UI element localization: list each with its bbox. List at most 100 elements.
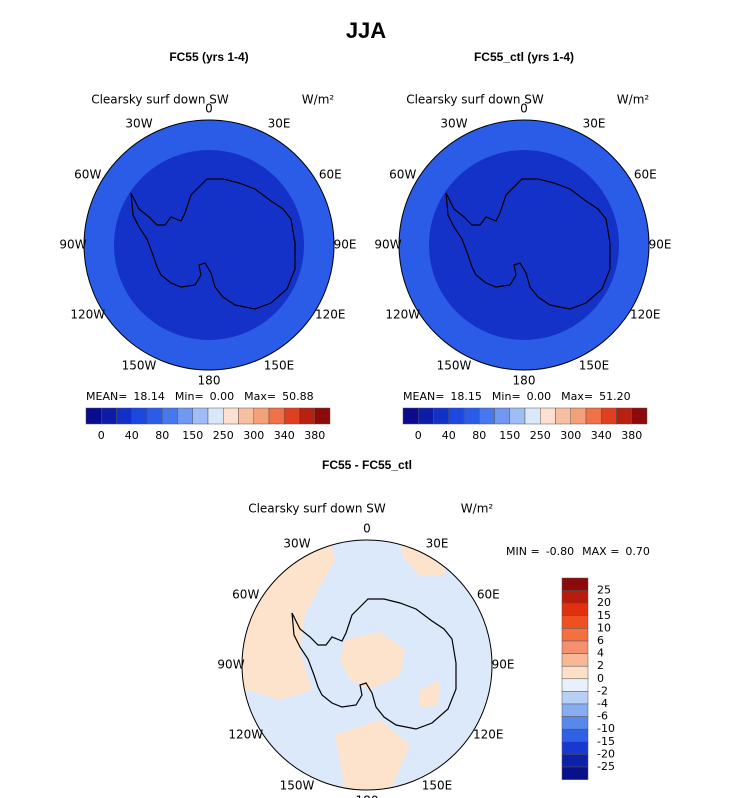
colorbar-label: 6 bbox=[597, 634, 604, 647]
longitude-label: 120W bbox=[228, 728, 263, 742]
colorbar-box bbox=[561, 766, 589, 780]
colorbar-label: -25 bbox=[597, 760, 615, 773]
longitude-label: 150E bbox=[579, 359, 610, 373]
longitude-label: 60E bbox=[477, 588, 500, 602]
colorbar-box bbox=[433, 407, 449, 425]
colorbar-label: 40 bbox=[442, 429, 456, 442]
longitude-label: 90W bbox=[217, 658, 244, 672]
colorbar-box bbox=[561, 590, 589, 604]
colorbar-box bbox=[448, 407, 465, 425]
colorbar-label: 0 bbox=[415, 429, 422, 442]
colorbar-label: -4 bbox=[597, 697, 608, 710]
colorbar-box bbox=[601, 407, 617, 425]
stat-value: 18.14 bbox=[133, 390, 165, 403]
colorbar-label: 4 bbox=[597, 647, 604, 660]
colorbar-box bbox=[561, 640, 589, 654]
stat-value: 0.00 bbox=[210, 390, 235, 403]
colorbar-box bbox=[631, 407, 648, 425]
colorbar-box bbox=[207, 407, 224, 425]
stat-value: 51.20 bbox=[599, 390, 631, 403]
panel-title: FC55_ctl (yrs 1-4) bbox=[474, 50, 574, 64]
colorbar-box bbox=[101, 407, 117, 425]
longitude-label: 120E bbox=[315, 308, 346, 322]
colorbar-box bbox=[561, 678, 589, 692]
colorbar-label: 80 bbox=[155, 429, 169, 442]
colorbar-box bbox=[192, 407, 209, 425]
longitude-label: 0 bbox=[363, 522, 371, 536]
longitude-label: 30E bbox=[426, 536, 449, 550]
longitude-label: 0 bbox=[205, 102, 213, 116]
colorbar-box bbox=[561, 754, 589, 768]
colorbar-box bbox=[494, 407, 510, 425]
longitude-label: 90E bbox=[649, 238, 672, 252]
stat-label: MIN = bbox=[506, 545, 540, 558]
colorbar-box bbox=[570, 407, 587, 425]
stat-value: 0.00 bbox=[527, 390, 552, 403]
longitude-label: 60W bbox=[389, 168, 416, 182]
panel-title: FC55 - FC55_ctl bbox=[322, 458, 412, 472]
longitude-label: 150W bbox=[122, 359, 157, 373]
units: W/m² bbox=[617, 93, 650, 107]
longitude-label: 30W bbox=[440, 116, 467, 130]
longitude-label: 90E bbox=[492, 658, 515, 672]
colorbar-box bbox=[524, 407, 541, 425]
colorbar-box bbox=[561, 741, 589, 755]
colorbar-box bbox=[284, 407, 300, 425]
longitude-label: 90W bbox=[59, 238, 86, 252]
panel-title: FC55 (yrs 1-4) bbox=[169, 50, 248, 64]
colorbar-label: -2 bbox=[597, 684, 608, 697]
colorbar-box bbox=[561, 716, 589, 730]
colorbar-label: 150 bbox=[182, 429, 203, 442]
colorbar-label: 20 bbox=[597, 596, 611, 609]
colorbar-box bbox=[555, 407, 571, 425]
colorbar-label: 300 bbox=[560, 429, 581, 442]
colorbar-box bbox=[223, 407, 239, 425]
colorbar-box bbox=[238, 407, 254, 425]
longitude-label: 180 bbox=[356, 794, 379, 798]
stats: MEAN= 18.14 Min= 0.00 Max= 50.88 bbox=[86, 390, 314, 403]
colorbar-box bbox=[418, 407, 434, 425]
stat-value: 18.15 bbox=[450, 390, 482, 403]
stat-label: MEAN= bbox=[86, 390, 127, 403]
longitude-label: 90E bbox=[334, 238, 357, 252]
colorbar-label: 250 bbox=[530, 429, 551, 442]
longitude-label: 120W bbox=[385, 308, 420, 322]
variable-name: Clearsky surf down SW bbox=[248, 502, 386, 516]
longitude-label: 150W bbox=[280, 779, 315, 793]
stat-label: Min= bbox=[492, 390, 521, 403]
longitude-label: 60W bbox=[74, 168, 101, 182]
longitude-label: 30W bbox=[125, 116, 152, 130]
units: W/m² bbox=[302, 93, 335, 107]
variable-name: Clearsky surf down SW bbox=[406, 93, 544, 107]
colorbar-label: -6 bbox=[597, 710, 608, 723]
polar-map bbox=[398, 119, 650, 371]
stat-label: MEAN= bbox=[403, 390, 444, 403]
colorbar-box bbox=[146, 407, 163, 425]
colorbar-label: 15 bbox=[597, 609, 611, 622]
longitude-label: 60E bbox=[634, 168, 657, 182]
stat-value: 50.88 bbox=[282, 390, 314, 403]
longitude-label: 30W bbox=[283, 536, 310, 550]
longitude-label: 120W bbox=[70, 308, 105, 322]
colorbar-box bbox=[177, 407, 193, 425]
colorbar-label: -10 bbox=[597, 722, 615, 735]
colorbar-box bbox=[561, 577, 589, 591]
stat-value: -0.80 bbox=[546, 545, 574, 558]
colorbar-label: 300 bbox=[243, 429, 264, 442]
longitude-label: 120E bbox=[630, 308, 661, 322]
colorbar-label: 250 bbox=[213, 429, 234, 442]
colorbar-box bbox=[561, 691, 589, 705]
colorbar-label: 0 bbox=[98, 429, 105, 442]
colorbar-label: 25 bbox=[597, 584, 611, 597]
colorbar-box bbox=[131, 407, 148, 425]
longitude-label: 150W bbox=[437, 359, 472, 373]
longitude-label: 150E bbox=[422, 779, 453, 793]
colorbar-box bbox=[561, 653, 589, 667]
units: W/m² bbox=[461, 502, 494, 516]
colorbar-box bbox=[116, 407, 132, 425]
longitude-label: 60W bbox=[232, 588, 259, 602]
colorbar-box bbox=[540, 407, 556, 425]
colorbar-box bbox=[479, 407, 495, 425]
longitude-label: 90W bbox=[374, 238, 401, 252]
